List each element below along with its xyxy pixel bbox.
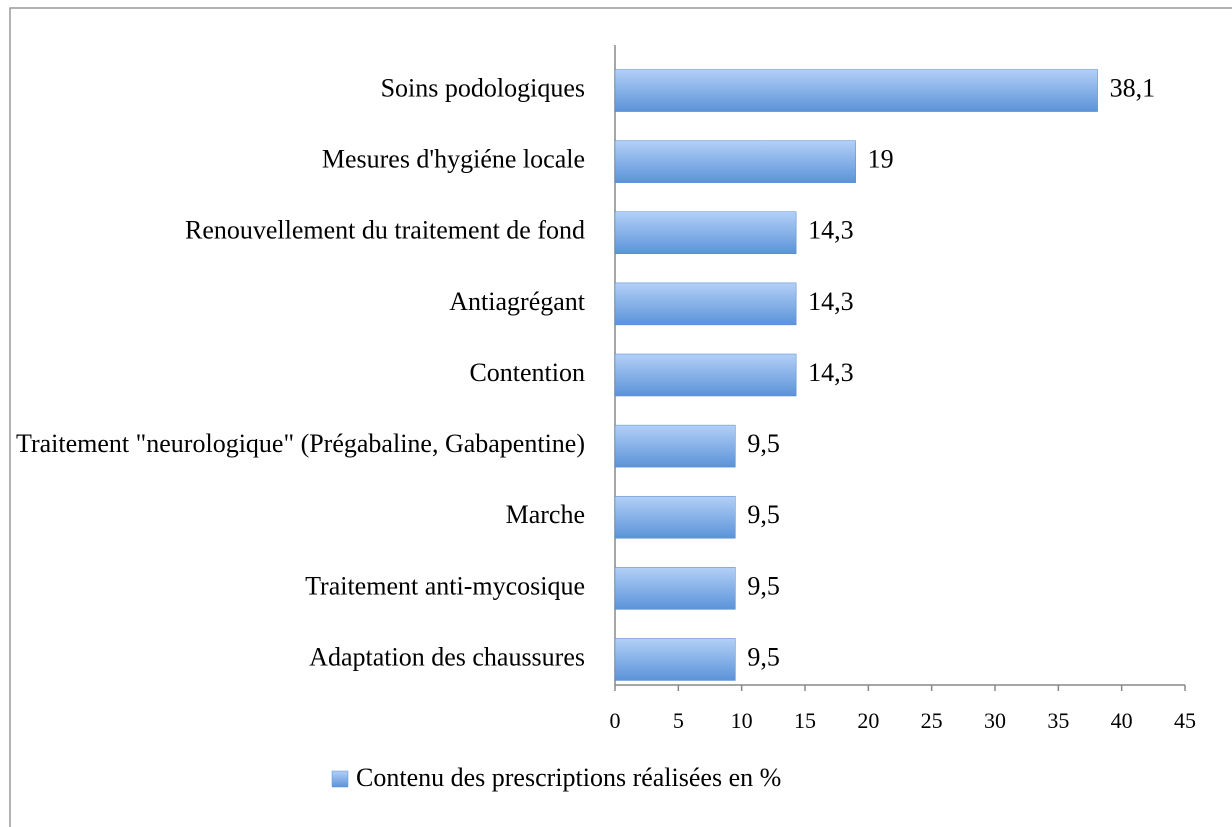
bar [614,211,797,255]
data-label: 38,1 [1110,74,1156,103]
x-tick-label: 30 [984,708,1006,733]
data-label: 19 [868,145,894,174]
y-tick-label: Mesures d'hygiéne locale [322,145,585,174]
data-label: 14,3 [808,358,854,387]
x-tick-label: 5 [673,708,684,733]
bar [614,638,736,681]
bar [614,424,736,468]
legend-swatch [331,770,349,788]
legend-label: Contenu des prescriptions réalisées en % [356,763,781,792]
x-tick-label: 0 [610,708,621,733]
bar [614,282,797,326]
y-tick-label: Adaptation des chaussures [309,642,585,671]
x-tick-label: 40 [1111,708,1133,733]
y-tick-label: Soins podologiques [381,74,585,103]
x-tick-label: 15 [794,708,816,733]
chart-frame [9,7,1232,827]
y-tick-label: Traitement "neurologique" (Prégabaline, … [16,429,585,458]
y-tick-label: Marche [506,500,585,529]
y-tick-label: Contention [469,358,585,387]
y-tick-label: Renouvellement du traitement de fond [185,216,585,245]
data-label: 9,5 [747,571,780,600]
y-tick-label: Traitement anti-mycosique [305,571,585,600]
data-label: 9,5 [747,642,780,671]
data-label: 9,5 [747,500,780,529]
x-tick-label: 25 [921,708,943,733]
bar [614,140,856,183]
bar [614,353,797,397]
y-tick-label: Antiagrégant [449,287,586,316]
data-label: 14,3 [808,287,854,316]
x-tick-label: 20 [857,708,879,733]
data-label: 14,3 [808,216,854,245]
data-label: 9,5 [747,429,780,458]
bar [614,495,736,539]
bar [614,567,736,610]
x-tick-label: 35 [1047,708,1069,733]
x-tick-label: 10 [731,708,753,733]
x-tick-label: 45 [1174,708,1196,733]
bar [614,69,1098,112]
